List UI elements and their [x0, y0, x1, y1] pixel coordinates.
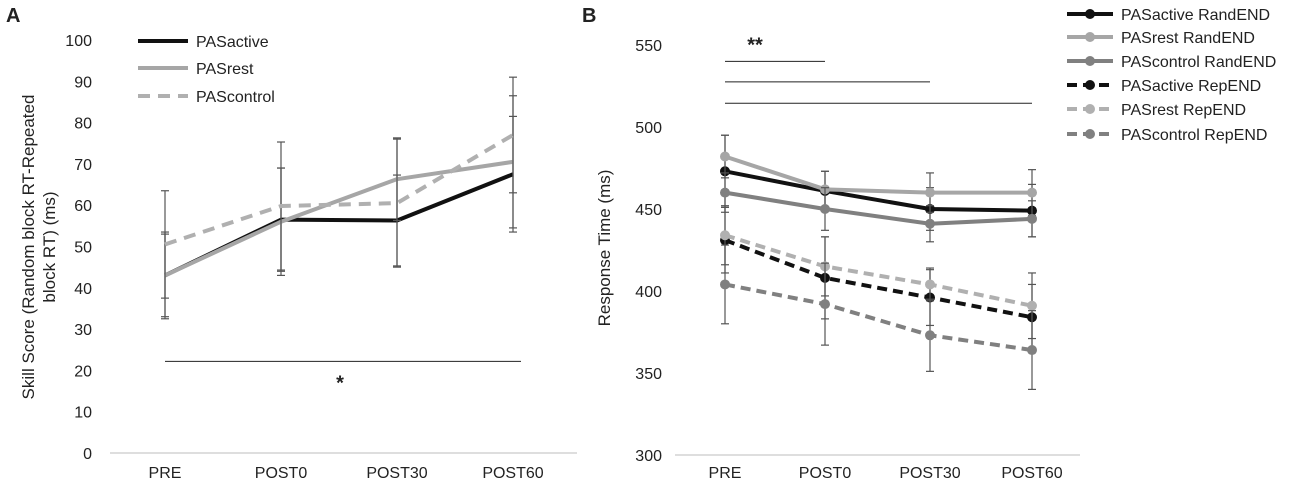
panel-a-x-tick: PRE — [149, 465, 182, 482]
panel-a-y-tick: 100 — [65, 33, 92, 50]
panel-b-series — [720, 134, 1037, 390]
series-line — [724, 238, 1033, 320]
panel-a-y-tick: 20 — [74, 363, 92, 380]
series-line — [164, 133, 515, 247]
panel-b-letter: B — [582, 5, 596, 27]
legend-label-pascontrol-randend: PAScontrol RandEND — [1121, 54, 1276, 71]
series-pasrest-repend — [720, 205, 1037, 340]
legend-label-pasrest: PASrest — [196, 61, 254, 78]
data-point — [1027, 187, 1037, 198]
panel-a-y-tick: 10 — [74, 405, 92, 422]
panel-b-legend: PASactive RandEND PASrest RandEND PAScon… — [1067, 7, 1276, 144]
data-point — [720, 187, 730, 198]
data-point — [720, 151, 730, 162]
panel-b-x-tick: POST0 — [799, 465, 852, 482]
panel-a-x-tick: POST0 — [255, 465, 308, 482]
panel-b-y-tick: 300 — [635, 448, 662, 465]
data-point — [820, 299, 830, 310]
panel-b: B Response Time (ms) 300350400450500550 … — [582, 5, 1276, 482]
series-line — [724, 282, 1033, 353]
panel-a-y-title-line1: Skill Score (Random block RT-Repeated — [19, 95, 38, 400]
panel-a-y-tick: 70 — [74, 157, 92, 174]
panel-b-y-tick: 550 — [635, 38, 662, 55]
series-line — [724, 233, 1033, 308]
series-line — [164, 172, 514, 278]
data-point — [1027, 300, 1037, 311]
series-pasrest-randend — [720, 134, 1037, 217]
series-line — [724, 154, 1032, 195]
panel-b-y-tick: 500 — [635, 120, 662, 137]
series-line — [724, 190, 1033, 226]
legend-label-pasactive-randend: PASactive RandEND — [1121, 7, 1270, 24]
panel-a-y-ticks: 0 10 20 30 40 50 60 70 80 90 100 — [65, 33, 92, 463]
panel-a-y-tick: 80 — [74, 116, 92, 133]
panel-b-x-tick: PRE — [709, 465, 742, 482]
panel-a-y-tick: 50 — [74, 240, 92, 257]
series-pasrest — [161, 95, 517, 320]
legend-label-pasactive-repend: PASactive RepEND — [1121, 78, 1261, 95]
legend-label-pascontrol: PAScontrol — [196, 89, 275, 106]
panel-a-y-tick: 60 — [74, 198, 92, 215]
legend-marker-pascontrol-repend — [1085, 129, 1095, 139]
panel-a-significance: * — [165, 360, 521, 394]
panel-a-x-tick: POST30 — [366, 465, 427, 482]
panel-a-y-tick: 40 — [74, 281, 92, 298]
panel-a-y-tick: 90 — [74, 74, 92, 91]
panel-b-y-tick: 400 — [635, 284, 662, 301]
series-pascontrol-randend — [720, 172, 1037, 243]
data-point — [820, 204, 830, 214]
panel-b-y-tick: 450 — [635, 202, 662, 219]
legend-marker-pasactive-randend — [1085, 9, 1095, 19]
series-pascontrol — [161, 76, 517, 299]
series-pasactive — [161, 115, 517, 318]
panel-a: A Skill Score (Random block RT-Repeated … — [6, 5, 577, 482]
data-point — [925, 187, 935, 198]
legend-marker-pascontrol-randend — [1085, 56, 1095, 66]
panel-a-letter: A — [6, 5, 20, 27]
data-point — [1027, 345, 1037, 356]
panel-b-x-ticks: PRE POST0 POST30 POST60 — [709, 465, 1063, 482]
data-point — [720, 230, 730, 241]
legend-marker-pasrest-randend — [1085, 32, 1095, 42]
data-point — [925, 218, 935, 229]
panel-a-legend: PASactive PASrest PAScontrol — [138, 34, 275, 106]
panel-b-y-title-text: Response Time (ms) — [595, 170, 614, 327]
legend-marker-pasrest-repend — [1085, 104, 1095, 114]
series-line — [724, 169, 1033, 213]
panel-a-x-tick: POST60 — [482, 465, 543, 482]
panel-a-series — [161, 76, 517, 320]
data-point — [925, 330, 935, 341]
data-point — [720, 279, 730, 290]
series-pasactive-repend — [720, 206, 1037, 351]
significance-label: ** — [747, 34, 763, 56]
legend-label-pasrest-randend: PASrest RandEND — [1121, 30, 1255, 47]
panel-a-y-tick: 0 — [83, 446, 92, 463]
panel-a-y-title: Skill Score (Random block RT-Repeated bl… — [19, 95, 59, 400]
panel-b-y-tick: 350 — [635, 366, 662, 383]
data-point — [925, 279, 935, 290]
significance-label: * — [336, 372, 344, 394]
panel-b-x-tick: POST30 — [899, 465, 960, 482]
panel-b-x-tick: POST60 — [1001, 465, 1062, 482]
panel-a-y-tick: 30 — [74, 322, 92, 339]
series-pascontrol-repend — [720, 244, 1037, 390]
panel-b-y-title: Response Time (ms) — [595, 170, 614, 327]
panel-a-x-ticks: PRE POST0 POST30 POST60 — [149, 465, 544, 482]
legend-label-pascontrol-repend: PAScontrol RepEND — [1121, 127, 1267, 144]
panel-b-y-ticks: 300 350 400 450 500 550 — [635, 38, 662, 465]
legend-marker-pasactive-repend — [1085, 80, 1095, 90]
data-point — [1027, 213, 1037, 224]
legend-label-pasrest-repend: PASrest RepEND — [1121, 102, 1246, 119]
panel-b-significance: ** — [725, 34, 1032, 104]
legend-label-pasactive: PASactive — [196, 34, 269, 51]
panel-a-y-title-line2: block RT) (ms) — [40, 191, 59, 302]
